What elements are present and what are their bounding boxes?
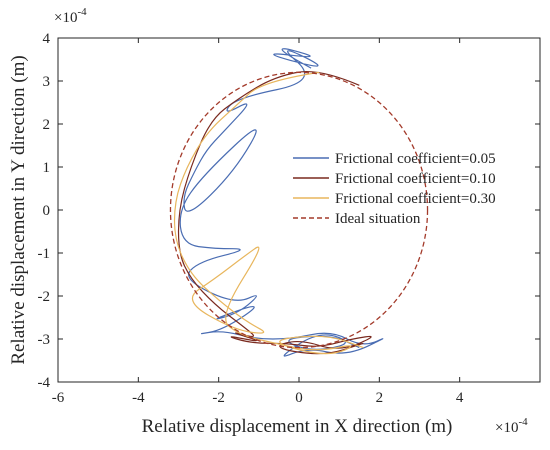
- series-3-line: [173, 71, 364, 355]
- legend-label: Frictional coefficient=0.10: [335, 171, 496, 187]
- y-tick-label: -4: [38, 375, 51, 391]
- legend-label: Ideal situation: [335, 211, 421, 227]
- y-tick-label: 1: [43, 160, 51, 176]
- series-2-line: [177, 70, 372, 355]
- x-scale-label: ×10-4: [495, 416, 528, 436]
- y-tick-label: -3: [38, 332, 51, 348]
- legend: Frictional coefficient=0.05 Frictional co…: [293, 151, 496, 227]
- legend-label: Frictional coefficient=0.30: [335, 191, 496, 207]
- y-tick-label: 3: [43, 74, 51, 90]
- y-tick-label: 2: [43, 117, 51, 133]
- y-tick-label: 0: [43, 203, 51, 219]
- x-axis-label: Relative displacement in X direction (m): [142, 416, 453, 437]
- x-tick-label: 0: [295, 390, 303, 406]
- x-tick-label: 2: [376, 390, 384, 406]
- legend-label: Frictional coefficient=0.05: [335, 151, 496, 167]
- y-tick-label: -1: [38, 246, 51, 262]
- x-tick-label: 4: [456, 390, 464, 406]
- series-1-line: [179, 48, 384, 357]
- x-tick-label: -2: [212, 390, 225, 406]
- plot-area: [58, 38, 540, 382]
- y-axis-label: Relative displacement in Y direction (m): [8, 55, 29, 364]
- y-tick-label: 4: [43, 31, 51, 47]
- x-tick-label: -4: [132, 390, 145, 406]
- y-scale-label: ×10-4: [54, 6, 87, 26]
- series-4-ideal-circle: [169, 71, 429, 349]
- x-tick-label: -6: [52, 390, 65, 406]
- y-tick-label: -2: [38, 289, 51, 305]
